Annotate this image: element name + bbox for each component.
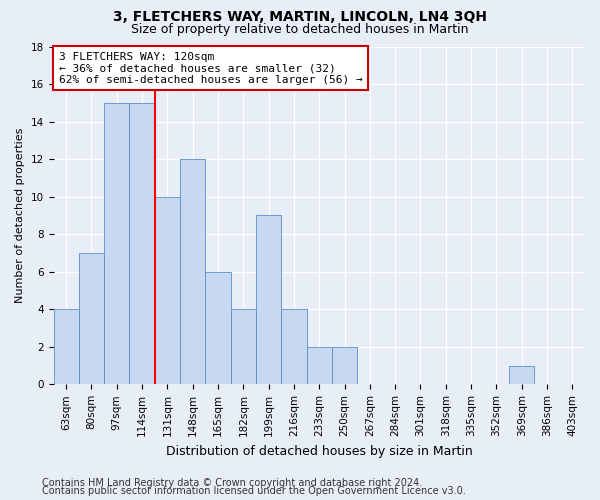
Bar xyxy=(332,347,357,385)
Bar xyxy=(509,366,535,384)
Bar xyxy=(307,347,332,385)
Text: Size of property relative to detached houses in Martin: Size of property relative to detached ho… xyxy=(131,22,469,36)
Y-axis label: Number of detached properties: Number of detached properties xyxy=(15,128,25,303)
Bar xyxy=(53,309,79,384)
Bar xyxy=(230,309,256,384)
Text: 3, FLETCHERS WAY, MARTIN, LINCOLN, LN4 3QH: 3, FLETCHERS WAY, MARTIN, LINCOLN, LN4 3… xyxy=(113,10,487,24)
Bar xyxy=(281,309,307,384)
Bar xyxy=(79,253,104,384)
X-axis label: Distribution of detached houses by size in Martin: Distribution of detached houses by size … xyxy=(166,444,473,458)
Bar xyxy=(256,216,281,384)
Bar xyxy=(205,272,230,384)
Bar xyxy=(180,159,205,384)
Text: 3 FLETCHERS WAY: 120sqm
← 36% of detached houses are smaller (32)
62% of semi-de: 3 FLETCHERS WAY: 120sqm ← 36% of detache… xyxy=(59,52,362,85)
Text: Contains HM Land Registry data © Crown copyright and database right 2024.: Contains HM Land Registry data © Crown c… xyxy=(42,478,422,488)
Bar xyxy=(104,103,130,384)
Text: Contains public sector information licensed under the Open Government Licence v3: Contains public sector information licen… xyxy=(42,486,466,496)
Bar xyxy=(155,196,180,384)
Bar xyxy=(130,103,155,384)
